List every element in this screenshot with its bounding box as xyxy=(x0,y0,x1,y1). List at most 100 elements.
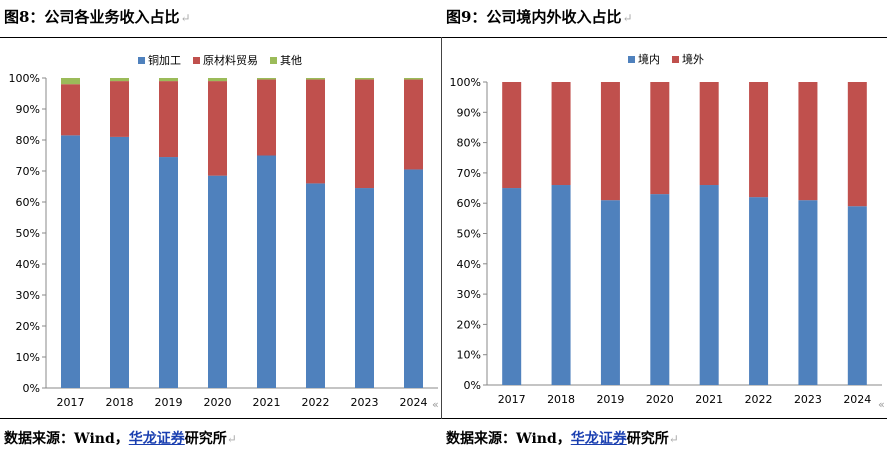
right-source-suffix: 研究所 xyxy=(626,431,669,447)
bar-2024-境外 xyxy=(847,82,867,207)
return-mark: ↵ xyxy=(180,11,191,25)
bar-2021-其他 xyxy=(257,78,276,80)
left-chart-title: 图8：公司各业务收入占比↵ xyxy=(4,6,191,27)
bar-2020-境内 xyxy=(650,194,670,385)
bar-2021-原材料贸易 xyxy=(257,79,276,156)
y-tick-label: 70% xyxy=(16,165,40,178)
bar-2017-境内 xyxy=(502,188,522,385)
bar-2019-铜加工 xyxy=(159,157,178,388)
bar-2018-铜加工 xyxy=(110,136,129,388)
x-tick-label: 2020 xyxy=(204,396,232,409)
left-chart-title-text: 图8：公司各业务收入占比 xyxy=(4,8,180,26)
bar-2017-原材料贸易 xyxy=(61,84,80,136)
y-tick-label: 40% xyxy=(16,258,40,271)
panel-divider xyxy=(441,37,442,419)
right-source-prefix: 数据来源：Wind， xyxy=(446,431,571,447)
bar-2022-原材料贸易 xyxy=(306,79,325,184)
x-tick-label: 2021 xyxy=(695,393,723,406)
bar-2023-其他 xyxy=(355,78,374,80)
bar-2024-境内 xyxy=(847,206,867,385)
legend-swatch xyxy=(628,56,635,63)
x-tick-label: 2019 xyxy=(155,396,183,409)
y-tick-label: 30% xyxy=(16,289,40,302)
bar-2021-境外 xyxy=(699,82,719,186)
x-tick-label: 2024 xyxy=(400,396,428,409)
right-source-link[interactable]: 华龙证券 xyxy=(570,431,627,447)
y-tick-label: 90% xyxy=(457,106,481,119)
x-tick-label: 2018 xyxy=(106,396,134,409)
bar-2024-铜加工 xyxy=(404,169,423,388)
x-tick-label: 2023 xyxy=(794,393,822,406)
legend-swatch xyxy=(138,57,145,64)
x-tick-label: 2019 xyxy=(596,393,624,406)
left-source-link[interactable]: 华龙证券 xyxy=(128,431,185,447)
bar-2017-境外 xyxy=(502,82,522,189)
x-tick-label: 2023 xyxy=(351,396,379,409)
y-tick-label: 0% xyxy=(23,382,40,395)
bar-2021-境内 xyxy=(699,185,719,385)
legend-label: 境内 xyxy=(638,52,660,66)
y-tick-label: 80% xyxy=(457,137,481,150)
y-tick-label: 0% xyxy=(464,379,481,392)
y-tick-label: 40% xyxy=(457,258,481,271)
right-stacked-bar-chart: 0% 10% 20% 30% 40% 50% 60% 70% 80% 90% 100% 2017 201… xyxy=(450,52,882,406)
y-tick-label: 20% xyxy=(16,320,40,333)
right-chart-title: 图9：公司境内外收入占比↵ xyxy=(446,6,633,27)
legend-swatch xyxy=(270,57,277,64)
bar-2020-铜加工 xyxy=(208,175,227,388)
bar-2019-境外 xyxy=(600,82,620,201)
x-tick-label: 2024 xyxy=(843,393,871,406)
y-tick-label: 70% xyxy=(457,167,481,180)
legend-label: 境外 xyxy=(682,52,704,66)
right-edge-mark: « xyxy=(878,398,885,411)
x-tick-label: 2018 xyxy=(547,393,575,406)
x-tick-label: 2020 xyxy=(646,393,674,406)
x-tick-label: 2022 xyxy=(302,396,330,409)
left-edge-mark: « xyxy=(432,398,439,411)
bar-2018-其他 xyxy=(110,78,129,82)
y-tick-label: 50% xyxy=(16,227,40,240)
legend-swatch xyxy=(672,56,679,63)
bar-2018-境外 xyxy=(551,82,571,186)
bar-2023-境外 xyxy=(798,82,818,201)
bar-2023-境内 xyxy=(798,200,818,385)
left-source-note: 数据来源：Wind，华龙证券研究所↵ xyxy=(4,428,237,448)
bar-2018-境内 xyxy=(551,185,571,385)
y-tick-label: 100% xyxy=(450,76,481,89)
right-chart-title-text: 图9：公司境内外收入占比 xyxy=(446,8,622,26)
x-tick-label: 2022 xyxy=(745,393,773,406)
bar-2024-其他 xyxy=(404,78,423,80)
left-stacked-bar-chart: 0% 10% 20% 30% 40% 50% 60% 70% 80% 90% 100% 2017 201… xyxy=(9,53,438,409)
bar-2022-铜加工 xyxy=(306,183,325,388)
y-tick-label: 60% xyxy=(457,197,481,210)
return-mark: ↵ xyxy=(226,432,237,446)
left-source-prefix: 数据来源：Wind， xyxy=(4,431,129,447)
bar-2019-原材料贸易 xyxy=(159,81,178,158)
y-tick-label: 90% xyxy=(16,103,40,116)
bar-2021-铜加工 xyxy=(257,155,276,388)
y-tick-label: 100% xyxy=(9,72,40,85)
left-bottom-rule xyxy=(0,418,441,419)
x-tick-label: 2017 xyxy=(57,396,85,409)
bar-2017-铜加工 xyxy=(61,135,80,388)
right-top-rule xyxy=(442,37,887,38)
bar-2019-境内 xyxy=(600,200,620,385)
legend-label: 其他 xyxy=(280,54,302,67)
bar-2020-原材料贸易 xyxy=(208,81,227,176)
return-mark: ↵ xyxy=(668,432,679,446)
legend-swatch xyxy=(193,57,200,64)
legend-label: 铜加工 xyxy=(148,53,181,67)
bar-2017-其他 xyxy=(61,78,80,85)
bar-2022-境外 xyxy=(749,82,769,198)
y-tick-label: 30% xyxy=(457,288,481,301)
y-tick-label: 10% xyxy=(457,349,481,362)
right-source-note: 数据来源：Wind，华龙证券研究所↵ xyxy=(446,428,679,448)
bar-2022-境内 xyxy=(749,197,769,385)
bar-2020-境外 xyxy=(650,82,670,195)
x-tick-label: 2017 xyxy=(498,393,526,406)
bar-2024-原材料贸易 xyxy=(404,79,423,170)
left-source-suffix: 研究所 xyxy=(184,431,227,447)
y-tick-label: 20% xyxy=(457,318,481,331)
x-tick-label: 2021 xyxy=(253,396,281,409)
return-mark: ↵ xyxy=(622,11,633,25)
